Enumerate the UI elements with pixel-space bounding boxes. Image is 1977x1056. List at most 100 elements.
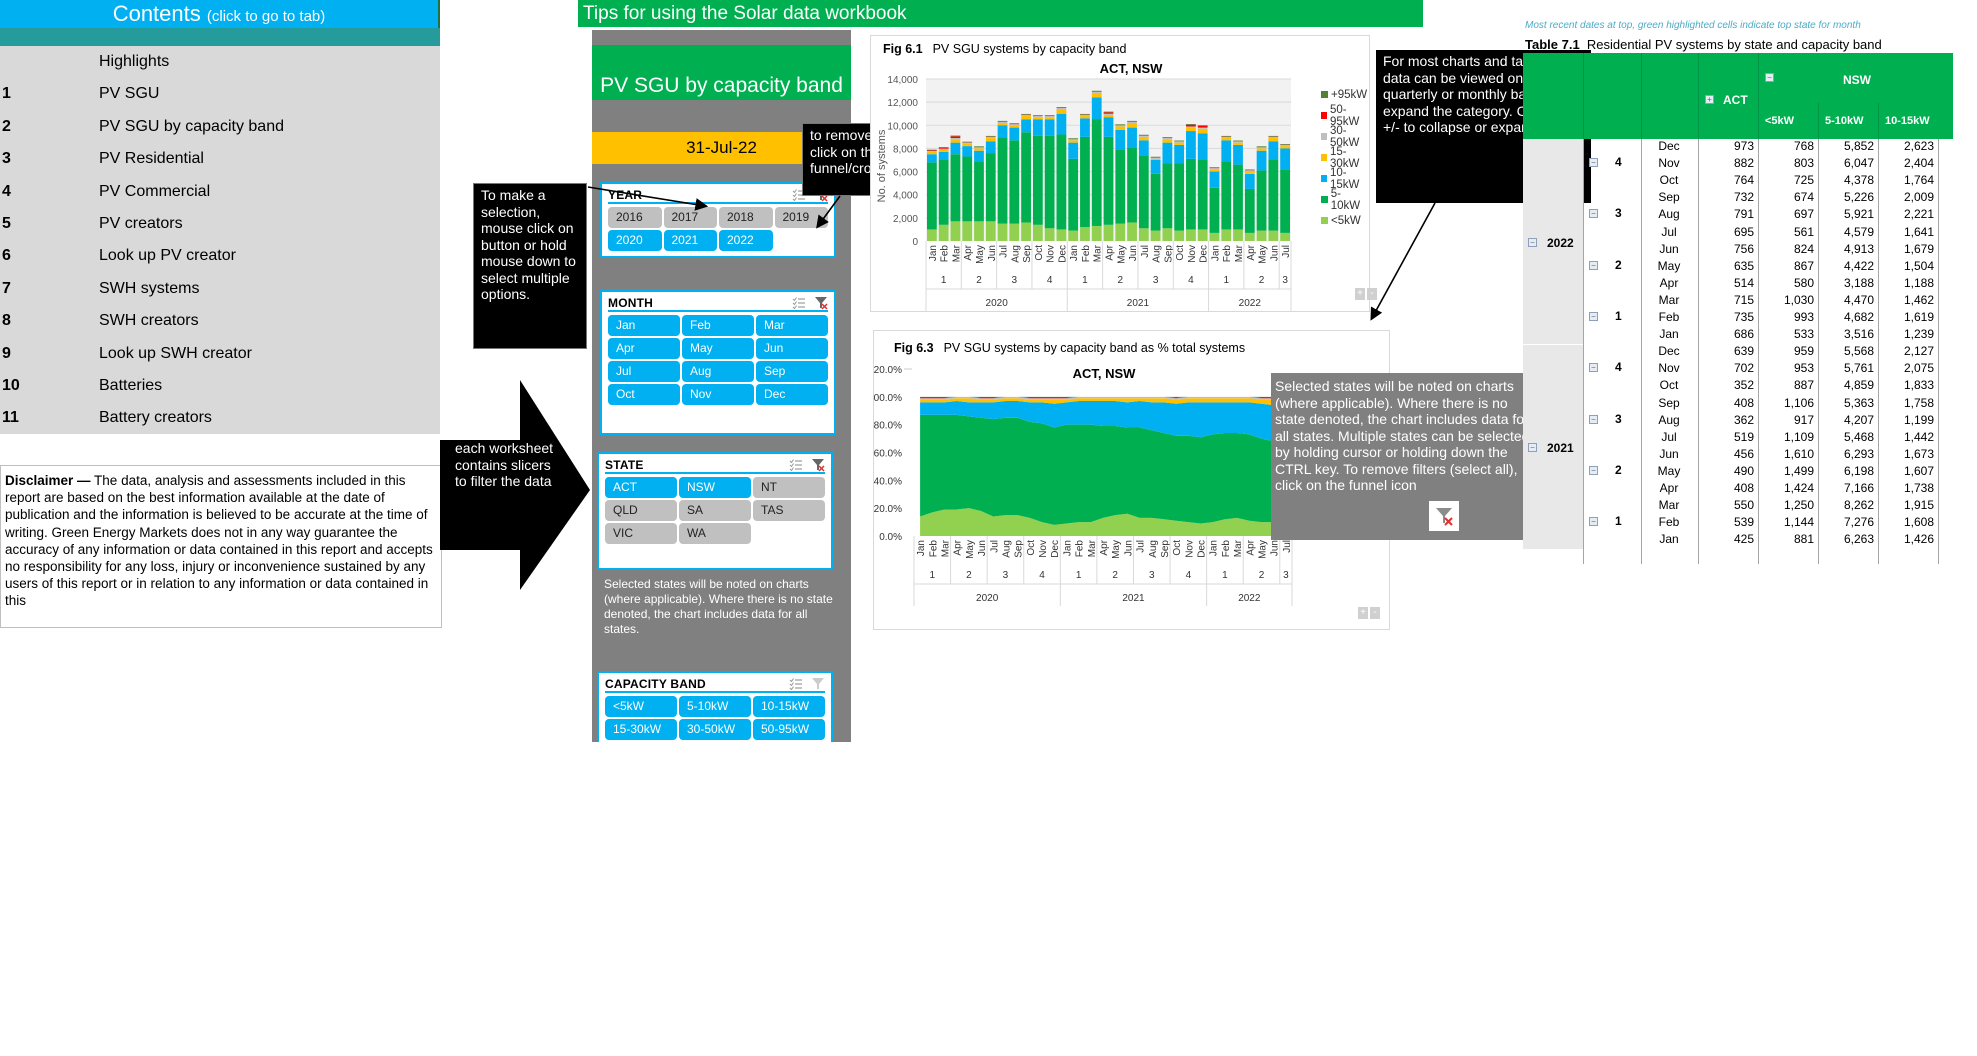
- slicer-option-wa[interactable]: WA: [679, 523, 751, 544]
- slicer-option-5095kw[interactable]: 50-95kW: [753, 719, 825, 740]
- toc-link[interactable]: PV Commercial: [99, 182, 211, 200]
- slicer-option-tas[interactable]: TAS: [753, 500, 825, 521]
- toc-item[interactable]: 5 PV creators: [0, 208, 440, 240]
- multi-select-icon[interactable]: [789, 678, 803, 690]
- collapse-button[interactable]: -: [1367, 288, 1377, 300]
- toc-item[interactable]: 11 Battery creators: [0, 402, 440, 434]
- toc-item[interactable]: 1 PV SGU: [0, 78, 440, 110]
- contents-list: Highlights 1 PV SGU 2 PV SGU by capacity ban…: [0, 46, 440, 434]
- clear-filter-button[interactable]: [1429, 501, 1459, 531]
- toc-link[interactable]: SWH creators: [99, 312, 199, 330]
- toc-link[interactable]: Batteries: [99, 377, 163, 394]
- slicer-option-may[interactable]: May: [682, 338, 754, 359]
- toc-item[interactable]: 6 Look up PV creator: [0, 240, 440, 272]
- quarter-label: 3: [1615, 411, 1622, 426]
- toc-link[interactable]: SWH systems: [99, 279, 200, 297]
- slicer-option-2020[interactable]: 2020: [608, 230, 662, 251]
- expand-collapse-buttons[interactable]: + -: [1355, 288, 1377, 300]
- collapse-nsw-icon[interactable]: −: [1765, 73, 1774, 82]
- expand-button[interactable]: +: [1358, 607, 1368, 619]
- table-cell: 580: [1793, 275, 1814, 290]
- slicer-option-2017[interactable]: 2017: [663, 207, 717, 228]
- toc-link[interactable]: Look up PV creator: [99, 247, 236, 265]
- toc-link[interactable]: Look up SWH creator: [99, 344, 252, 362]
- collapse-button[interactable]: -: [1370, 607, 1380, 619]
- slicer-option-act[interactable]: ACT: [605, 477, 677, 498]
- toc-link[interactable]: PV SGU: [99, 85, 160, 103]
- toc-link[interactable]: PV SGU by capacity band: [99, 117, 284, 135]
- disclaimer-heading: Disclaimer —: [5, 473, 91, 488]
- month-label: Dec: [1658, 344, 1680, 359]
- collapse-quarter-icon[interactable]: −: [1589, 465, 1598, 475]
- slicer-option-nt[interactable]: NT: [753, 477, 825, 498]
- table-cell: 4,378: [1843, 173, 1874, 188]
- slicer-option-mar[interactable]: Mar: [756, 315, 828, 336]
- slicer-option-jan[interactable]: Jan: [608, 315, 680, 336]
- toc-item[interactable]: 2 PV SGU by capacity band: [0, 111, 440, 143]
- slicer-option-vic[interactable]: VIC: [605, 523, 677, 544]
- collapse-quarter-icon[interactable]: −: [1589, 158, 1598, 168]
- toc-link[interactable]: PV creators: [99, 215, 183, 232]
- fig-6-3-title: PV SGU systems by capacity band as % tot…: [943, 341, 1246, 355]
- toc-link[interactable]: Battery creators: [99, 409, 212, 427]
- collapse-year-icon[interactable]: −: [1528, 442, 1537, 452]
- multi-select-icon[interactable]: [789, 459, 803, 471]
- toc-link[interactable]: PV Residential: [99, 150, 204, 168]
- slicer-option-2018[interactable]: 2018: [719, 207, 773, 228]
- collapse-quarter-icon[interactable]: −: [1589, 414, 1598, 424]
- clear-filter-icon[interactable]: [811, 458, 825, 472]
- slicer-option-qld[interactable]: QLD: [605, 500, 677, 521]
- slicer-option-5kw[interactable]: <5kW: [605, 696, 677, 717]
- toc-item[interactable]: 3 PV Residential: [0, 143, 440, 175]
- slicer-option-510kw[interactable]: 5-10kW: [679, 696, 751, 717]
- slicer-option-1530kw[interactable]: 15-30kW: [605, 719, 677, 740]
- svg-text:1: 1: [1223, 275, 1229, 286]
- collapse-year-icon[interactable]: −: [1528, 237, 1537, 247]
- fig-6-3-chart[interactable]: Fig 6.3 PV SGU systems by capacity band a…: [873, 330, 1390, 630]
- svg-text:Jun: Jun: [1128, 245, 1139, 261]
- collapse-quarter-icon[interactable]: −: [1589, 312, 1598, 321]
- slicer-option-jul[interactable]: Jul: [608, 361, 680, 382]
- collapse-quarter-icon[interactable]: −: [1589, 209, 1598, 219]
- collapse-quarter-icon[interactable]: −: [1589, 363, 1598, 373]
- expand-collapse-buttons-2[interactable]: + -: [1358, 607, 1380, 619]
- collapse-quarter-icon[interactable]: −: [1589, 260, 1598, 270]
- expand-act-icon[interactable]: +: [1705, 95, 1714, 104]
- slicer-option-2016[interactable]: 2016: [608, 207, 662, 228]
- toc-item[interactable]: 8 SWH creators: [0, 305, 440, 337]
- toc-item[interactable]: 7 SWH systems: [0, 273, 440, 305]
- toc-item[interactable]: 4 PV Commercial: [0, 176, 440, 208]
- toc-link[interactable]: Highlights: [99, 53, 170, 70]
- slicer-option-aug[interactable]: Aug: [682, 361, 754, 382]
- slicer-option-nsw[interactable]: NSW: [679, 477, 751, 498]
- clear-filter-icon[interactable]: [814, 296, 828, 310]
- slicer-option-2019[interactable]: 2019: [774, 207, 828, 228]
- clear-filter-icon[interactable]: [811, 677, 825, 691]
- slicer-option-3050kw[interactable]: 30-50kW: [679, 719, 751, 740]
- table-cell: 791: [1733, 207, 1754, 222]
- month-label: Mar: [1658, 498, 1680, 513]
- toc-item[interactable]: Highlights: [0, 46, 440, 78]
- collapse-quarter-icon[interactable]: −: [1589, 517, 1598, 527]
- slicer-option-1015kw[interactable]: 10-15kW: [753, 696, 825, 717]
- svg-text:Nov: Nov: [1184, 540, 1195, 558]
- multi-select-icon[interactable]: [792, 297, 806, 309]
- svg-text:80.0%: 80.0%: [874, 421, 902, 432]
- expand-button[interactable]: +: [1355, 288, 1365, 300]
- fig-6-1-chart[interactable]: Fig 6.1 PV SGU systems by capacity band A…: [870, 35, 1377, 312]
- slicer-option-dec[interactable]: Dec: [756, 384, 828, 405]
- toc-number: 9: [2, 344, 11, 362]
- slicer-option-apr[interactable]: Apr: [608, 338, 680, 359]
- slicer-option-nov[interactable]: Nov: [682, 384, 754, 405]
- slicer-option-jun[interactable]: Jun: [756, 338, 828, 359]
- toc-item[interactable]: 9 Look up SWH creator: [0, 338, 440, 370]
- svg-text:40.0%: 40.0%: [874, 476, 902, 487]
- slicer-option-sep[interactable]: Sep: [756, 361, 828, 382]
- toc-item[interactable]: 10 Batteries: [0, 370, 440, 402]
- slicer-option-2021[interactable]: 2021: [663, 230, 717, 251]
- slicer-option-2022[interactable]: 2022: [719, 230, 773, 251]
- slicer-option-oct[interactable]: Oct: [608, 384, 680, 405]
- svg-text:Aug: Aug: [1001, 540, 1012, 558]
- slicer-option-feb[interactable]: Feb: [682, 315, 754, 336]
- slicer-option-sa[interactable]: SA: [679, 500, 751, 521]
